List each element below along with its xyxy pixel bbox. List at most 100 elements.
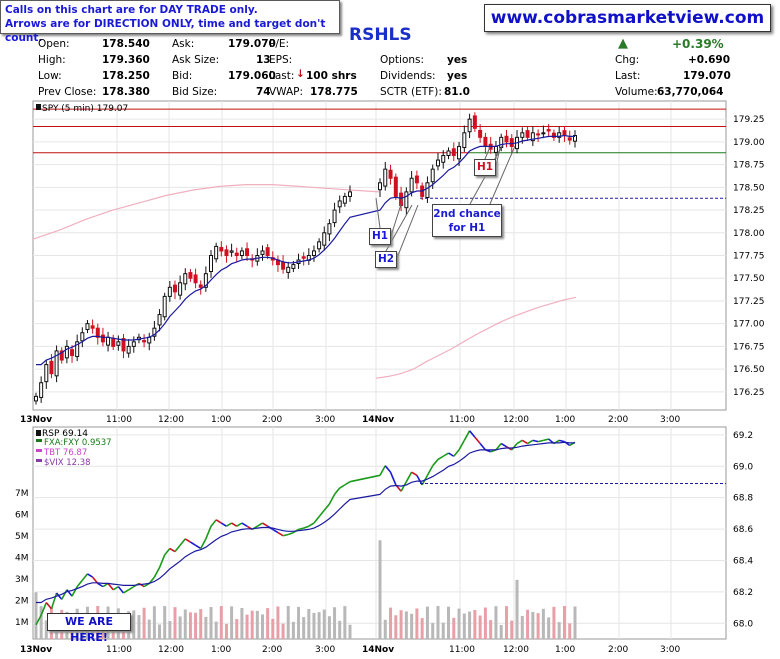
rsp-segment — [468, 430, 476, 438]
candle-body — [478, 129, 483, 138]
indicator-x-tick-label: 3:00 — [315, 645, 335, 655]
price-y-tick-label: 176.50 — [733, 365, 765, 375]
rsp-segment — [349, 474, 381, 483]
price-y-tick-label: 176.75 — [733, 342, 765, 352]
h1-left-callout: H1 — [369, 228, 391, 245]
low-label: Low: — [38, 70, 62, 82]
ask-label: Ask: — [172, 38, 195, 50]
volume-bar — [378, 540, 382, 639]
indicator-y-tick-label: 68.4 — [733, 556, 753, 566]
dividends-label: Dividends: — [380, 70, 436, 82]
candle-body — [59, 350, 64, 361]
moving-average-line — [36, 134, 575, 366]
indicator-x-tick-label: 11:00 — [449, 645, 475, 655]
candle-body — [95, 327, 100, 338]
sctr-value: 81.0 — [444, 86, 470, 98]
pink-overlay-lines — [32, 184, 577, 379]
rsp-segment — [107, 582, 114, 591]
volume-bar — [333, 607, 337, 639]
rsp-segment — [123, 589, 130, 594]
volume-bar — [404, 611, 408, 639]
rsp-segment — [432, 458, 439, 467]
volume-bar — [410, 613, 414, 639]
rsp-segment — [169, 547, 176, 553]
indicator-y-ticks: 68.0 68.2 68.4 68.6 68.8 69.0 69.2 — [733, 431, 753, 629]
volume-bar — [250, 610, 254, 639]
rsp-segment — [318, 509, 325, 518]
candle-body — [562, 130, 567, 136]
volume-bar — [266, 608, 270, 639]
indicator-x-tick-label: 12:00 — [158, 645, 184, 655]
day-trade-note: Calls on this chart are for DAY TRADE on… — [0, 0, 340, 44]
candle-body — [551, 132, 556, 138]
volume-bar — [383, 619, 387, 639]
high-value: 179.360 — [102, 54, 150, 66]
price-x-tick-label: 3:00 — [660, 415, 680, 425]
volume-bar — [322, 609, 326, 639]
indicator-x-tick-label: 3:00 — [660, 645, 680, 655]
volume-bar — [281, 623, 285, 639]
candle-body — [234, 252, 239, 256]
bid-size-label: Bid Size: — [172, 86, 218, 98]
rsp-segment — [117, 586, 125, 594]
rsp-segment — [262, 522, 269, 527]
open-label: Open: — [38, 38, 70, 50]
rsp-segment — [411, 471, 418, 477]
rsp-segment — [35, 614, 42, 626]
rsp-segment — [50, 592, 58, 610]
website-banner[interactable]: www.cobrasmarketview.com — [484, 4, 771, 32]
volume-bar — [312, 612, 316, 639]
pink-ma-long — [375, 296, 577, 379]
candle-body — [106, 336, 111, 346]
volume-y-tick-label: 6M — [15, 511, 29, 521]
bid-label: Bid: — [172, 70, 193, 82]
volume-bar — [194, 612, 198, 639]
volume-bar — [132, 610, 136, 639]
price-x-tick-label: 14Nov — [362, 415, 394, 425]
rsp-segment — [448, 452, 455, 457]
volume-bar — [394, 615, 398, 639]
candle-body — [281, 261, 286, 270]
rsp-segment — [287, 531, 294, 536]
pink-ma-very-long — [32, 184, 380, 240]
ask-size-label: Ask Size: — [172, 54, 220, 66]
indicator-x-tick-label: 1:00 — [211, 645, 231, 655]
rsp-segment — [527, 439, 534, 445]
volume-bar — [504, 606, 508, 639]
volume-bar — [188, 612, 192, 639]
rsp-segment — [231, 522, 238, 527]
candle-body — [162, 295, 167, 318]
rsp-segment — [344, 481, 351, 486]
candle-body — [172, 284, 177, 293]
volume-bar — [163, 606, 167, 639]
candle-body — [193, 274, 198, 284]
bid-size-value: 74 — [256, 86, 271, 98]
volume-label: Volume: — [615, 86, 658, 98]
volume-bar — [240, 607, 244, 639]
volume-bar — [452, 617, 456, 639]
rsp-segment — [400, 481, 408, 492]
volume-bar — [199, 609, 203, 639]
candle-body — [178, 282, 183, 296]
candle-body — [536, 133, 541, 136]
candle-body — [75, 341, 80, 358]
legend-tbt: TBT 76.87 — [43, 448, 87, 458]
volume-bar — [204, 616, 208, 639]
price-y-ticks: 176.25 176.50 176.75 177.00 177.25 177.50 177.… — [733, 115, 765, 398]
price-x-tick-label: 2:00 — [608, 415, 628, 425]
volume-bar — [317, 612, 321, 639]
candle-body — [131, 341, 136, 347]
candle-body — [214, 245, 219, 260]
rsp-segment — [200, 538, 207, 549]
chg-value: +0.690 — [688, 54, 731, 66]
price-y-tick-label: 178.25 — [733, 206, 765, 216]
callout-pointer — [375, 197, 381, 229]
volume-bar — [420, 618, 424, 639]
legend-vix: $VIX 12.38 — [44, 458, 91, 468]
vwap-value: 178.775 — [310, 86, 358, 98]
candle-body — [85, 323, 90, 330]
volume-y-tick-label: 5M — [15, 532, 29, 542]
candle-body — [245, 248, 250, 256]
last-shares-value: 100 shrs — [306, 70, 357, 82]
candle-body — [116, 341, 121, 346]
